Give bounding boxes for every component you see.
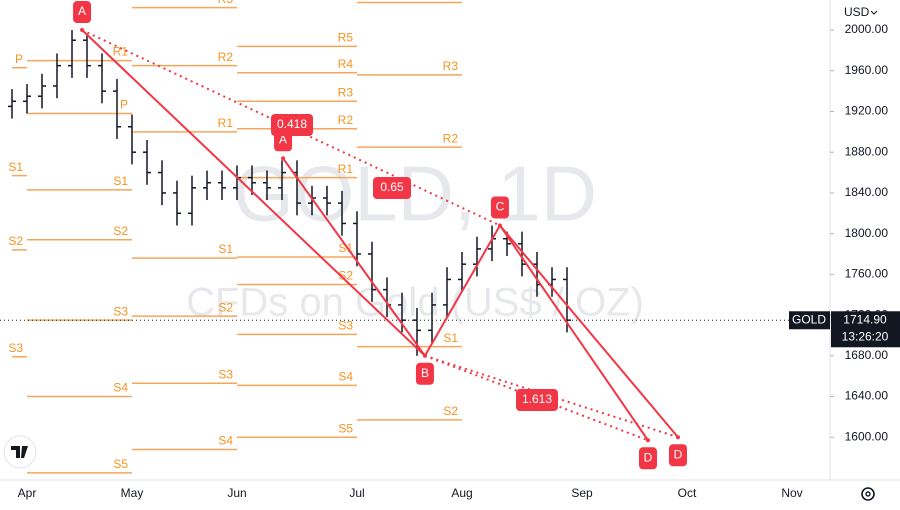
x-tick-label: Nov (781, 486, 802, 500)
pivot-label: S4 (113, 381, 128, 395)
pivot-label: S2 (443, 404, 458, 418)
axes: 1600.001640.001680.001720.001760.001800.… (18, 22, 900, 500)
ratio-label: 0.418 (277, 117, 307, 131)
price-axis-panel (830, 0, 900, 510)
pivot-label: R3 (338, 85, 354, 99)
pattern-label-box (639, 447, 657, 470)
y-tick-label: 1680.00 (845, 348, 889, 362)
pivot-label: R4 (338, 57, 354, 71)
pattern-point (676, 435, 680, 440)
x-tick-label: Sep (571, 486, 593, 500)
pivot-label: R2 (443, 131, 459, 145)
pattern-label-box (490, 196, 509, 219)
pivot-label: S1 (8, 160, 23, 174)
pivot-label: S3 (8, 341, 23, 355)
pivot-label: S3 (338, 319, 353, 333)
pivot-label: S4 (338, 369, 353, 383)
x-tick-label: Jun (227, 486, 246, 500)
ratio-labels: 0.418 0.65 1.613 (271, 114, 558, 411)
pattern-point (497, 223, 502, 228)
pivot-label: R1 (113, 45, 129, 59)
pivot-label: S2 (218, 300, 233, 314)
pattern-label: D (644, 450, 653, 464)
ratio-box (516, 389, 558, 411)
y-tick-label: 1800.00 (845, 226, 889, 240)
pattern-label: B (421, 366, 429, 380)
pattern-line (499, 224, 649, 441)
pattern-label: A (78, 4, 86, 18)
pivot-label: R5 (338, 30, 354, 44)
x-tick-label: Jul (349, 486, 364, 500)
pivot-label: S4 (218, 434, 233, 448)
pivot-label: R3 (218, 0, 234, 6)
countdown-label: 13:26:20 (842, 329, 889, 343)
y-tick-label: 1600.00 (845, 429, 889, 443)
y-tick-label: 1920.00 (845, 104, 889, 118)
pivot-label: R1 (218, 116, 234, 130)
pivot-label: R3 (443, 59, 459, 73)
ratio-box (373, 177, 411, 199)
watermark-description: CFDs on Gold (US$ / OZ) (186, 281, 644, 325)
currency-label[interactable]: USD (844, 5, 870, 19)
pivot-label: S1 (113, 174, 128, 188)
price-tag (831, 311, 900, 348)
pattern-dotted-line (424, 354, 649, 442)
x-tick-label: Aug (451, 486, 472, 500)
pivot-label: P (15, 52, 23, 66)
pattern-line (81, 29, 426, 357)
x-tick-label: May (121, 486, 144, 500)
symbol-tag-label: GOLD (792, 312, 826, 326)
pivot-label: S3 (113, 304, 128, 318)
pattern-dotted-line (81, 29, 501, 227)
y-tick-label: 1640.00 (845, 389, 889, 403)
y-tick-label: 2000.00 (845, 22, 889, 36)
pattern-label-box (669, 444, 687, 467)
tv-logo (3, 435, 37, 469)
x-tick-label: Oct (678, 486, 697, 500)
pattern-line (499, 224, 679, 438)
ratio-label: 0.65 (380, 180, 404, 194)
pivot-label: S5 (113, 457, 128, 471)
pattern-label-box (415, 362, 434, 385)
pivot-label: S1 (443, 331, 458, 345)
settings-icon[interactable] (861, 487, 875, 501)
pivot-label: S2 (8, 234, 23, 248)
pivot-label: S3 (218, 367, 233, 381)
pattern-label-box (73, 1, 92, 24)
ratio-label: 1.613 (522, 392, 552, 406)
y-tick-label: 1840.00 (845, 185, 889, 199)
pattern-label: D (674, 447, 683, 461)
ratio-box (271, 114, 313, 136)
pattern-line (282, 157, 426, 357)
pivot-label: S2 (113, 224, 128, 238)
pivot-label: R2 (218, 50, 234, 64)
pivot-label: S1 (218, 242, 233, 256)
pivot-label: R2 (338, 113, 354, 127)
pattern-point (281, 156, 286, 161)
price-tag-label: 1714.90 (843, 312, 887, 326)
pivot-label: S5 (338, 421, 353, 435)
currency-dropdown[interactable] (870, 10, 878, 15)
pattern-point (422, 353, 427, 358)
y-tick-label: 1760.00 (845, 267, 889, 281)
pivot-label: R4 (443, 0, 459, 1)
pattern-label: A (279, 132, 287, 146)
pattern-label: C (496, 200, 505, 214)
y-tick-label: 1880.00 (845, 144, 889, 158)
y-tick-label: 1960.00 (845, 63, 889, 77)
x-tick-label: Apr (18, 486, 37, 500)
pivot-label: P (120, 98, 128, 112)
pivot-label: S2 (338, 269, 353, 283)
pivot-label: R1 (338, 162, 354, 176)
symbol-tag (789, 311, 830, 330)
pattern-point (646, 438, 650, 443)
watermark-symbol: GOLD, 1D (233, 150, 597, 238)
pattern-point (80, 28, 85, 33)
pattern-line (424, 224, 501, 357)
